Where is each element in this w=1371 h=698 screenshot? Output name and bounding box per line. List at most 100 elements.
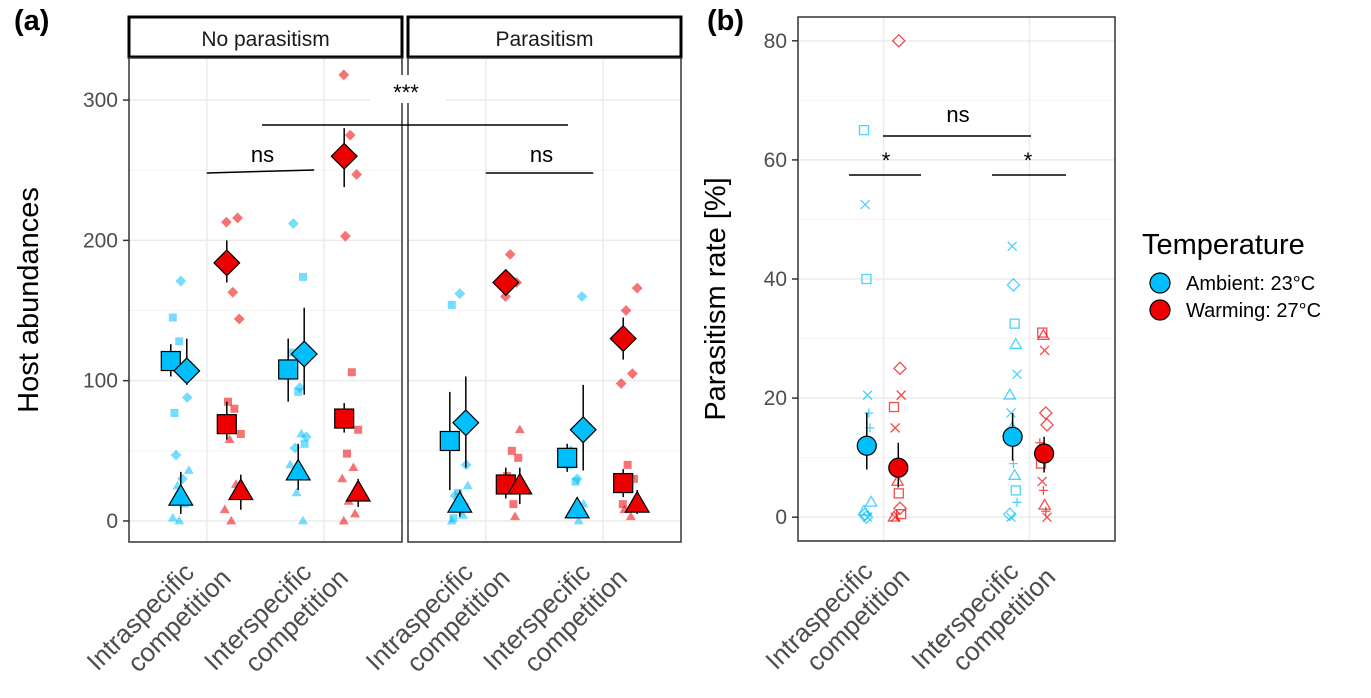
raw-point	[576, 291, 588, 302]
x-tick-label: Interspecificcompetition	[477, 541, 633, 697]
legend-swatch	[1149, 299, 1171, 321]
significance-label: ***	[393, 80, 419, 105]
raw-point	[1040, 417, 1055, 432]
raw-point	[631, 282, 643, 294]
significance-label: ns	[946, 102, 969, 127]
raw-point	[454, 288, 466, 300]
mean-point	[446, 490, 473, 513]
mean-point	[167, 483, 194, 506]
annotation-bg	[370, 75, 446, 103]
raw-point	[1002, 507, 1017, 522]
raw-point	[1006, 277, 1021, 292]
mean-point	[160, 350, 181, 372]
raw-point	[294, 382, 306, 394]
raw-point	[226, 515, 237, 525]
raw-point	[338, 69, 350, 81]
significance-bracket	[206, 169, 315, 174]
raw-point	[221, 216, 232, 228]
raw-point	[618, 500, 627, 509]
mean-point	[506, 472, 533, 495]
raw-point	[509, 500, 518, 509]
mean-point	[330, 142, 358, 170]
raw-point	[629, 474, 638, 483]
raw-point	[625, 511, 636, 521]
raw-point	[297, 515, 308, 525]
raw-point	[449, 514, 458, 523]
raw-point	[287, 348, 296, 357]
raw-point	[298, 272, 307, 281]
legend-label: Warming: 27°C	[1186, 300, 1321, 322]
raw-point	[296, 428, 307, 438]
raw-point	[892, 361, 907, 376]
raw-point	[861, 273, 872, 285]
raw-point	[168, 313, 177, 322]
panel-border	[128, 57, 403, 543]
legend-label: Ambient: 23°C	[1186, 273, 1315, 295]
mean-point	[285, 458, 312, 481]
raw-point	[507, 446, 516, 455]
raw-point	[573, 515, 584, 525]
mean-point	[452, 409, 480, 437]
mean-point	[216, 414, 237, 435]
significance-label: ns	[530, 142, 553, 167]
raw-point	[347, 368, 356, 377]
x-tick-label: Interspecificcompetition	[198, 541, 354, 697]
raw-point	[1010, 485, 1021, 496]
raw-point	[860, 199, 871, 210]
raw-point	[300, 431, 312, 443]
raw-point	[626, 368, 638, 380]
raw-point	[890, 512, 901, 523]
mean-point	[492, 268, 520, 297]
mean-point	[213, 249, 241, 277]
raw-point	[504, 249, 516, 260]
y-tick-label: 200	[83, 229, 118, 252]
mean-point	[856, 435, 877, 456]
significance-label: ns	[251, 142, 274, 167]
mean-point	[345, 479, 372, 502]
raw-point	[446, 515, 457, 525]
y-tick-label: 300	[83, 89, 118, 112]
raw-point	[183, 465, 194, 474]
raw-point	[167, 512, 178, 522]
mean-point	[557, 447, 578, 468]
raw-point	[615, 378, 627, 389]
raw-point	[344, 129, 356, 141]
raw-point	[447, 300, 456, 309]
raw-point	[177, 473, 188, 485]
raw-point	[888, 401, 900, 413]
raw-point	[1009, 337, 1023, 349]
raw-point	[1007, 468, 1022, 480]
panel-label-a: (a)	[14, 5, 49, 37]
raw-point	[349, 508, 360, 518]
y-tick-label: 0	[106, 510, 118, 533]
raw-point	[514, 453, 523, 462]
raw-point	[175, 275, 187, 287]
y-tick-label: 40	[764, 268, 787, 291]
raw-point	[337, 473, 348, 483]
raw-point	[181, 392, 193, 403]
raw-point	[1042, 512, 1052, 523]
y-tick-label: 60	[764, 149, 787, 172]
panel-border	[407, 57, 682, 543]
raw-point	[1039, 345, 1050, 356]
raw-point	[224, 397, 233, 406]
raw-point	[454, 488, 463, 497]
raw-point	[1012, 497, 1022, 507]
raw-point	[174, 515, 185, 525]
mean-point	[439, 430, 460, 452]
raw-point	[1041, 506, 1051, 516]
raw-point	[236, 429, 245, 438]
raw-point	[300, 439, 309, 448]
raw-point	[230, 404, 239, 413]
raw-point	[514, 424, 525, 434]
mean-point	[888, 457, 909, 478]
raw-point	[890, 422, 901, 433]
raw-point	[232, 212, 244, 224]
raw-point	[449, 490, 461, 502]
raw-point	[1037, 327, 1048, 338]
raw-point	[1037, 476, 1048, 487]
raw-point	[1009, 318, 1020, 329]
facet-strip	[127, 15, 404, 59]
mean-point	[227, 477, 254, 501]
